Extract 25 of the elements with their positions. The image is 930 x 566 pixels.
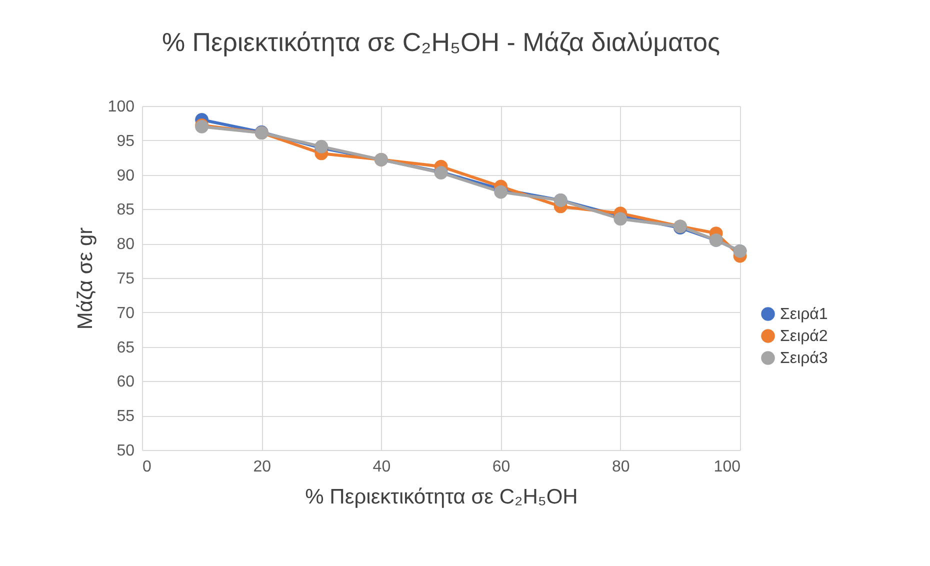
y-tick-label: 85 [116,202,135,219]
y-tick-label: 65 [116,339,135,356]
y-tick-label: 100 [108,98,135,116]
y-tick-label: 80 [116,236,135,254]
legend-label: Σειρά3 [780,350,828,367]
x-axis-title: % Περιεκτικότητα σε C₂H₅OH [305,486,578,508]
point [614,212,628,226]
y-tick-label: 90 [116,167,135,184]
y-tick-label: 75 [116,270,135,288]
y-tick-label: 60 [116,374,135,391]
x-tick-label: 20 [253,458,272,476]
x-tick-label: 100 [714,458,741,476]
y-tick-label: 95 [116,132,135,150]
chart-title: % Περιεκτικότητα σε C₂H₅OH - Μάζα διαλύματος [162,27,720,57]
y-axis-title: Μάζα σε gr [74,227,97,330]
y-tick-label: 50 [116,442,135,460]
x-tick-label: 0 [142,458,152,476]
legend-label: Σειρά2 [780,328,828,345]
point [494,185,508,199]
y-tick-label: 70 [116,304,135,322]
x-tick-label: 60 [492,458,510,476]
legend-label: Σειρά1 [780,306,828,323]
x-tick-label: 40 [372,458,391,476]
y-tick-label: 55 [116,408,135,426]
x-tick-label: 80 [612,458,630,476]
